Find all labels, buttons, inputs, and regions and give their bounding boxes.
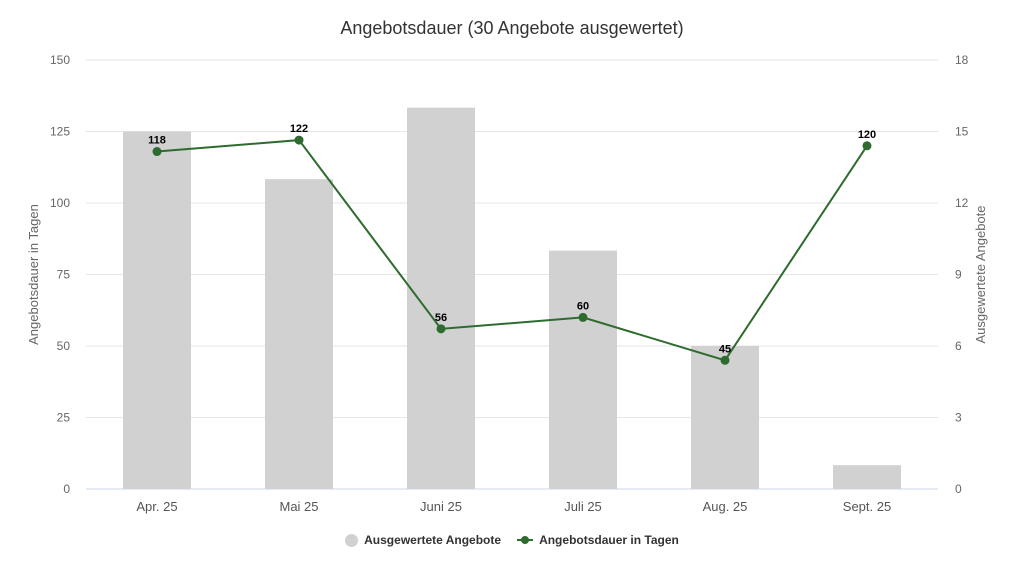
y-axis-title-right: Ausgewertete Angebote <box>973 205 988 343</box>
data-label: 120 <box>858 129 876 141</box>
data-label: 60 <box>577 300 589 312</box>
y-tick-right: 9 <box>955 268 962 282</box>
line-point[interactable] <box>436 324 446 334</box>
bar[interactable] <box>833 465 901 489</box>
line-point[interactable] <box>578 312 588 322</box>
y-tick-right: 12 <box>955 196 969 210</box>
chart-legend: Ausgewertete Angebote Angebotsdauer in T… <box>0 533 1024 547</box>
x-tick: Juli 25 <box>564 499 602 514</box>
bar-series-marker-icon <box>345 533 359 547</box>
data-label: 56 <box>435 312 447 324</box>
x-tick: Juni 25 <box>420 499 462 514</box>
y-tick-right: 6 <box>955 339 962 353</box>
y-tick-left: 0 <box>63 482 70 496</box>
bar[interactable] <box>265 179 333 489</box>
y-tick-right: 15 <box>955 125 969 139</box>
bar[interactable] <box>123 131 191 490</box>
data-label: 118 <box>148 135 166 147</box>
y-tick-left: 50 <box>57 339 71 353</box>
data-label: 122 <box>290 123 308 135</box>
y-tick-left: 125 <box>50 125 70 139</box>
y-tick-right: 18 <box>955 53 969 67</box>
x-tick: Aug. 25 <box>703 499 748 514</box>
data-label: 45 <box>719 343 731 355</box>
y-tick-left: 100 <box>50 196 70 210</box>
y-tick-left: 25 <box>57 411 71 425</box>
x-tick: Apr. 25 <box>136 499 177 514</box>
chart-title: Angebotsdauer (30 Angebote ausgewertet) <box>340 18 684 38</box>
bar[interactable] <box>549 250 617 489</box>
x-tick: Mai 25 <box>279 499 318 514</box>
bar[interactable] <box>691 346 759 489</box>
line-point[interactable] <box>720 355 730 365</box>
y-tick-left: 150 <box>50 53 70 67</box>
y-tick-left: 75 <box>57 268 71 282</box>
line-point[interactable] <box>152 147 162 157</box>
legend-item-bars[interactable]: Ausgewertete Angebote <box>345 533 501 547</box>
legend-item-line[interactable]: Angebotsdauer in Tagen <box>517 533 679 547</box>
legend-label-bars: Ausgewertete Angebote <box>364 533 502 547</box>
y-tick-right: 0 <box>955 482 962 496</box>
x-tick: Sept. 25 <box>843 499 891 514</box>
line-series <box>156 139 868 362</box>
y-axis-title-left: Angebotsdauer in Tagen <box>26 204 41 345</box>
y-tick-right: 3 <box>955 411 962 425</box>
line-series-marker-icon <box>517 534 534 546</box>
legend-label-line: Angebotsdauer in Tagen <box>539 533 679 547</box>
line-point[interactable] <box>862 141 872 151</box>
line-point[interactable] <box>294 135 304 145</box>
